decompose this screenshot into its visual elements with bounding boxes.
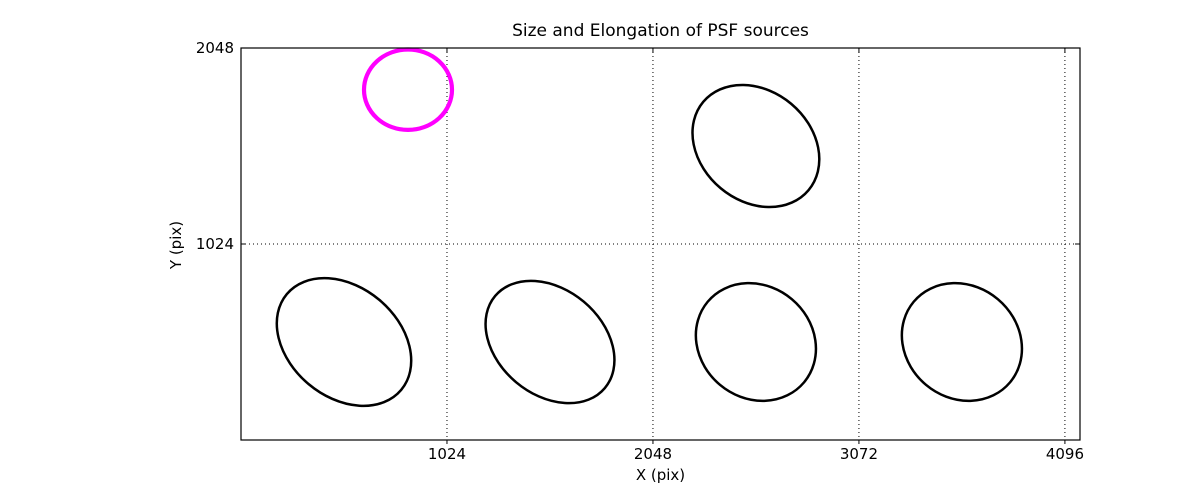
x-tick-label: 1024: [428, 445, 466, 463]
psf-ellipse: [484, 279, 616, 405]
x-axis-label: X (pix): [635, 466, 686, 484]
y-tick-label: 2048: [196, 39, 234, 57]
psf-ellipse: [275, 276, 413, 408]
psf-ellipse: [900, 281, 1024, 403]
y-axis-label: Y (pix): [167, 220, 185, 270]
psf-ellipse: [691, 83, 821, 209]
y-tick-label: 1024: [196, 235, 234, 253]
psf-ellipse-highlight: [361, 47, 455, 132]
x-tick-label: 3072: [840, 445, 878, 463]
psf-ellipse: [694, 281, 818, 403]
chart-title: Size and Elongation of PSF sources: [512, 21, 809, 41]
x-tick-label: 4096: [1046, 445, 1084, 463]
x-tick-label: 2048: [634, 445, 672, 463]
